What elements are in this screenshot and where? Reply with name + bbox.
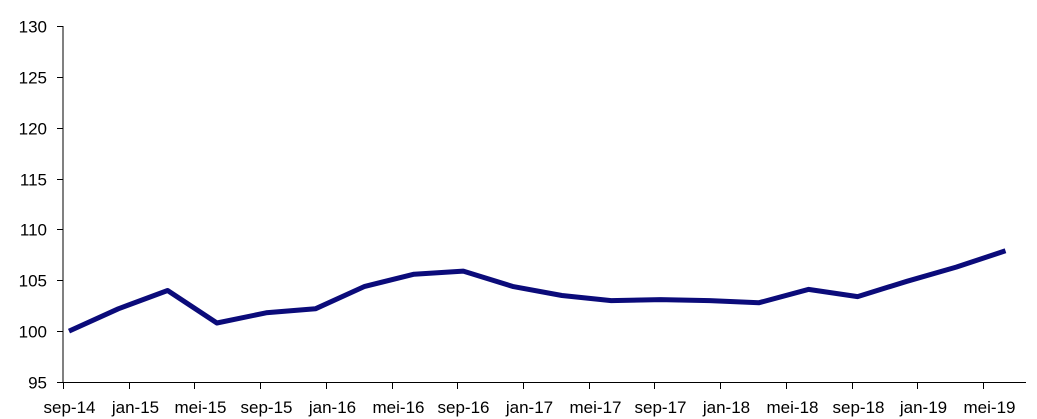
y-tick-label: 105 (19, 272, 47, 291)
series-group (67, 248, 1007, 334)
y-tick-label: 100 (19, 323, 47, 342)
y-tick-label: 125 (19, 69, 47, 88)
x-tick-label: jan-18 (702, 398, 750, 417)
x-tick-label: mei-17 (570, 398, 622, 417)
x-tick-label: sep-16 (438, 398, 490, 417)
x-tick-label: mei-18 (767, 398, 819, 417)
x-tick-label: sep-14 (44, 398, 96, 417)
y-axis: 95 100 105 110 115 120 125 130 (19, 18, 64, 393)
x-tick-label: sep-17 (635, 398, 687, 417)
y-tick-label: 120 (19, 120, 47, 139)
x-tick-label: mei-15 (175, 398, 227, 417)
x-tick-label: sep-15 (241, 398, 293, 417)
x-tick-label: jan-19 (899, 398, 947, 417)
x-tick-label: mei-19 (964, 398, 1016, 417)
y-tick-label: 115 (20, 171, 47, 190)
x-tick-label: jan-17 (505, 398, 553, 417)
y-tick-label: 130 (19, 18, 47, 37)
y-tick-label: 95 (28, 374, 47, 393)
series-line-1 (67, 248, 1007, 334)
x-tick-label: sep-18 (833, 398, 885, 417)
y-tick-label: 110 (20, 221, 47, 240)
x-tick-label: mei-16 (373, 398, 425, 417)
x-tick-label: jan-16 (308, 398, 356, 417)
x-axis: sep-14 jan-15 mei-15 sep-15 jan-16 mei-16 sep-… (44, 382, 1026, 417)
x-tick-label: jan-15 (111, 398, 159, 417)
